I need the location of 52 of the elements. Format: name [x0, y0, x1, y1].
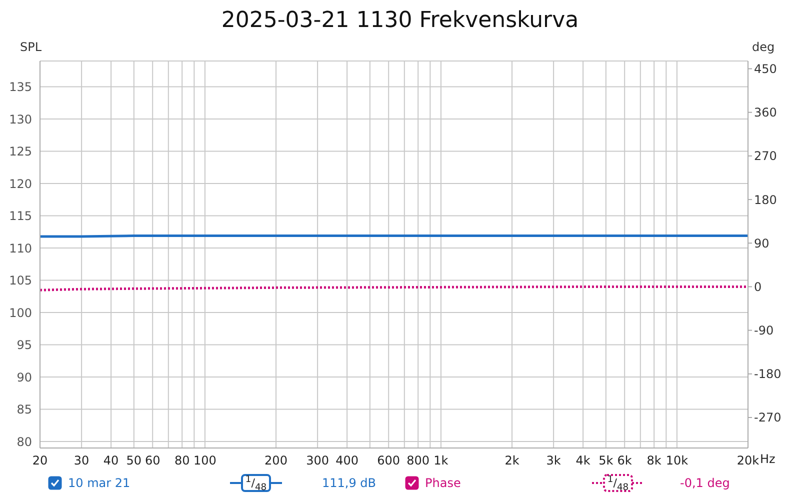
- x-tick-label: 1k: [434, 454, 448, 468]
- legend-label: 10 mar 21: [68, 476, 130, 490]
- x-tick-label: 5k: [598, 454, 614, 468]
- y2-tick-label: 90: [754, 236, 770, 250]
- chart-title: 2025-03-21 1130 Frekvenskurva: [220, 8, 580, 33]
- x-tick-label: 600: [377, 454, 400, 468]
- x-tick-label: 40: [103, 454, 119, 468]
- x-tick-label: 100: [194, 454, 216, 468]
- y-tick-label: 135: [9, 80, 32, 94]
- y-tick-label: 130: [9, 112, 32, 126]
- x-tick-label: 300: [306, 454, 330, 468]
- y-tick-label: 105: [9, 274, 32, 288]
- x-axis-title: Hz: [760, 452, 776, 466]
- x-tick-label: 3k: [546, 454, 561, 468]
- y2-tick-label: 180: [754, 192, 777, 207]
- y-tick-label: 90: [16, 370, 32, 384]
- x-tick-label: 50: [126, 454, 142, 468]
- y2-tick-label: 360: [754, 106, 777, 120]
- x-tick-label: 60: [144, 454, 160, 468]
- x-tick-label: 20k: [736, 454, 760, 468]
- x-tick-label: 6k: [617, 454, 632, 468]
- x-tick-label: 2k: [504, 454, 520, 468]
- y2-axis-title: deg: [752, 40, 775, 54]
- y-tick-label: 125: [9, 144, 32, 159]
- text: $^{1}$/$_{48}$: [244, 474, 268, 493]
- y-axis-title: SPL: [20, 40, 42, 54]
- x-tick-label: 800: [406, 454, 430, 468]
- y-tick-label: 85: [16, 402, 32, 417]
- x-tick-label: 20: [32, 454, 48, 468]
- text: 111,9 dB: [322, 476, 376, 490]
- y-tick-label: 95: [16, 338, 32, 352]
- x-tick-label: 80: [174, 454, 190, 468]
- y-tick-label: 100: [9, 306, 32, 320]
- y-tick-label: 110: [9, 241, 32, 256]
- y2-tick-label: 450: [754, 62, 777, 76]
- y2-tick-label: -90: [754, 324, 774, 338]
- x-tick-label: 10k: [666, 454, 688, 468]
- x-tick-label: 4k: [576, 454, 590, 468]
- y-tick-label: 120: [9, 176, 32, 191]
- x-tick-label: 400: [336, 454, 358, 468]
- y-tick-label: 115: [9, 209, 32, 224]
- text: $^{1}$/$_{48}$: [606, 474, 630, 493]
- y2-tick-label: 270: [754, 149, 777, 164]
- x-tick-label: 200: [264, 454, 288, 468]
- y2-tick-label: -180: [754, 367, 782, 382]
- y2-tick-label: -270: [754, 410, 782, 425]
- y2-tick-label: 0: [754, 280, 762, 294]
- y-tick-label: 80: [16, 434, 32, 449]
- text: -0,1 deg: [680, 476, 730, 490]
- legend-label: Phase: [425, 476, 461, 490]
- x-tick-label: 30: [74, 454, 90, 468]
- x-tick-label: 8k: [646, 454, 662, 468]
